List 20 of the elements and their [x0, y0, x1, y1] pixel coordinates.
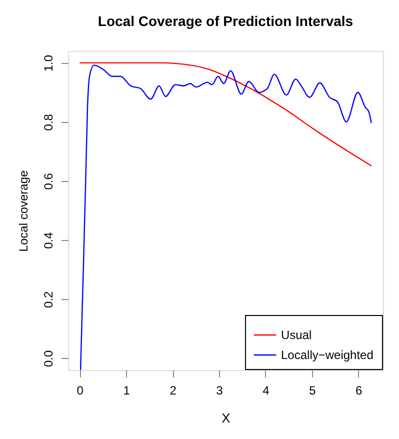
y-tick-label: 0.6: [42, 172, 56, 190]
x-tick-label: 5: [309, 384, 316, 398]
x-tick-label: 6: [356, 384, 363, 398]
x-axis-title: X: [222, 410, 231, 426]
y-tick-label: 1.0: [42, 54, 56, 72]
legend-label: Usual: [281, 328, 312, 342]
x-tick-label: 3: [216, 384, 224, 398]
y-tick-label: 0.8: [42, 114, 56, 131]
y-axis-title: Local coverage: [16, 170, 30, 252]
y-tick-label: 0.2: [42, 290, 56, 308]
legend-label: Locally−weighted: [281, 348, 374, 362]
line-series: [79, 62, 372, 166]
x-tick-label: 2: [170, 384, 177, 398]
line-series: [80, 64, 372, 371]
x-tick-label: 1: [123, 384, 130, 398]
y-tick-label: 0.0: [42, 350, 56, 368]
chart-title: Local Coverage of Prediction Intervals: [98, 13, 354, 29]
x-tick-label: 4: [262, 384, 270, 398]
y-tick-label: 0.4: [42, 232, 56, 249]
x-tick-label: 0: [76, 384, 84, 398]
